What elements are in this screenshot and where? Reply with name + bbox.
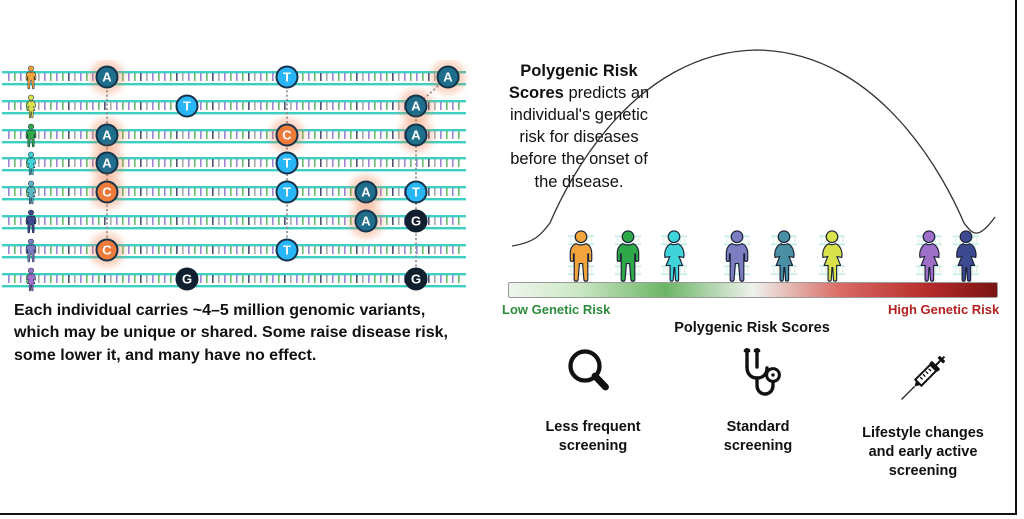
svg-text:G: G bbox=[411, 214, 421, 229]
svg-text:A: A bbox=[102, 128, 112, 143]
svg-text:A: A bbox=[361, 185, 371, 200]
svg-text:G: G bbox=[182, 272, 192, 287]
svg-text:A: A bbox=[411, 128, 421, 143]
svg-text:G: G bbox=[411, 272, 421, 287]
svg-text:A: A bbox=[361, 214, 371, 229]
svg-text:A: A bbox=[102, 70, 112, 85]
svg-text:T: T bbox=[183, 99, 191, 114]
svg-text:C: C bbox=[282, 128, 292, 143]
svg-text:A: A bbox=[102, 156, 112, 171]
svg-text:T: T bbox=[412, 185, 420, 200]
svg-text:T: T bbox=[283, 70, 291, 85]
svg-text:T: T bbox=[283, 243, 291, 258]
svg-text:T: T bbox=[283, 185, 291, 200]
svg-text:A: A bbox=[443, 70, 453, 85]
svg-text:C: C bbox=[102, 243, 112, 258]
svg-text:A: A bbox=[411, 99, 421, 114]
svg-text:T: T bbox=[283, 156, 291, 171]
svg-text:C: C bbox=[102, 185, 112, 200]
